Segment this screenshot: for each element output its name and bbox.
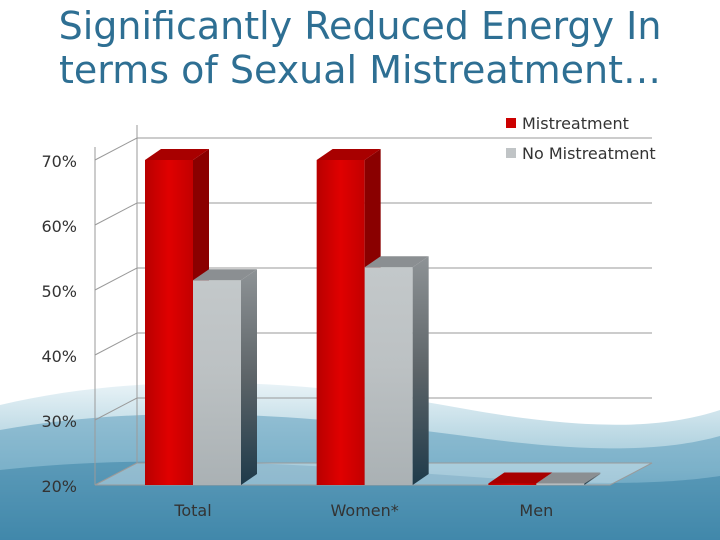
bar-front: [145, 160, 193, 485]
slide-title: Significantly Reduced Energy In terms of…: [0, 4, 720, 92]
x-axis-ticks: Total Women* Men: [173, 501, 553, 520]
y-tick-label: 60%: [41, 217, 77, 236]
bar-side: [241, 269, 257, 485]
slide-title-line-1: Significantly Reduced Energy In: [58, 4, 662, 48]
chart-legend: Mistreatment No Mistreatment: [506, 114, 656, 163]
bar-top: [316, 149, 381, 160]
bar-side: [412, 256, 429, 485]
bar-front: [364, 267, 413, 485]
bar-front: [536, 483, 585, 485]
y-tick-label: 70%: [41, 152, 77, 171]
bar-top: [536, 472, 601, 484]
y-tick-label: 30%: [41, 412, 77, 431]
legend-swatch: [506, 148, 516, 158]
bar-front: [193, 280, 241, 485]
x-tick-label: Men: [519, 501, 553, 520]
bar-no-mistreatment-total: [193, 269, 257, 485]
x-tick-label: Total: [173, 501, 211, 520]
legend-label: No Mistreatment: [522, 144, 656, 163]
bar-front: [316, 160, 365, 485]
legend-swatch: [506, 118, 516, 128]
bar-top: [488, 472, 553, 484]
bar-side: [584, 472, 601, 485]
bar-front: [488, 483, 537, 485]
y-tick-label: 40%: [41, 347, 77, 366]
bar-top: [193, 269, 257, 281]
bar-no-mistreatment-men: [536, 472, 601, 485]
slide-title-line-2: terms of Sexual Mistreatment…: [59, 48, 661, 92]
chart-bars: [145, 149, 601, 485]
bar-no-mistreatment-women: [364, 256, 429, 485]
y-tick-label: 50%: [41, 282, 77, 301]
bar-top: [364, 256, 429, 268]
legend-label: Mistreatment: [522, 114, 629, 133]
y-axis-ticks: 70% 60% 50% 40% 30% 20%: [41, 152, 77, 496]
x-tick-label: Women*: [331, 501, 399, 520]
y-tick-label: 20%: [41, 477, 77, 496]
bar-top: [145, 149, 209, 160]
